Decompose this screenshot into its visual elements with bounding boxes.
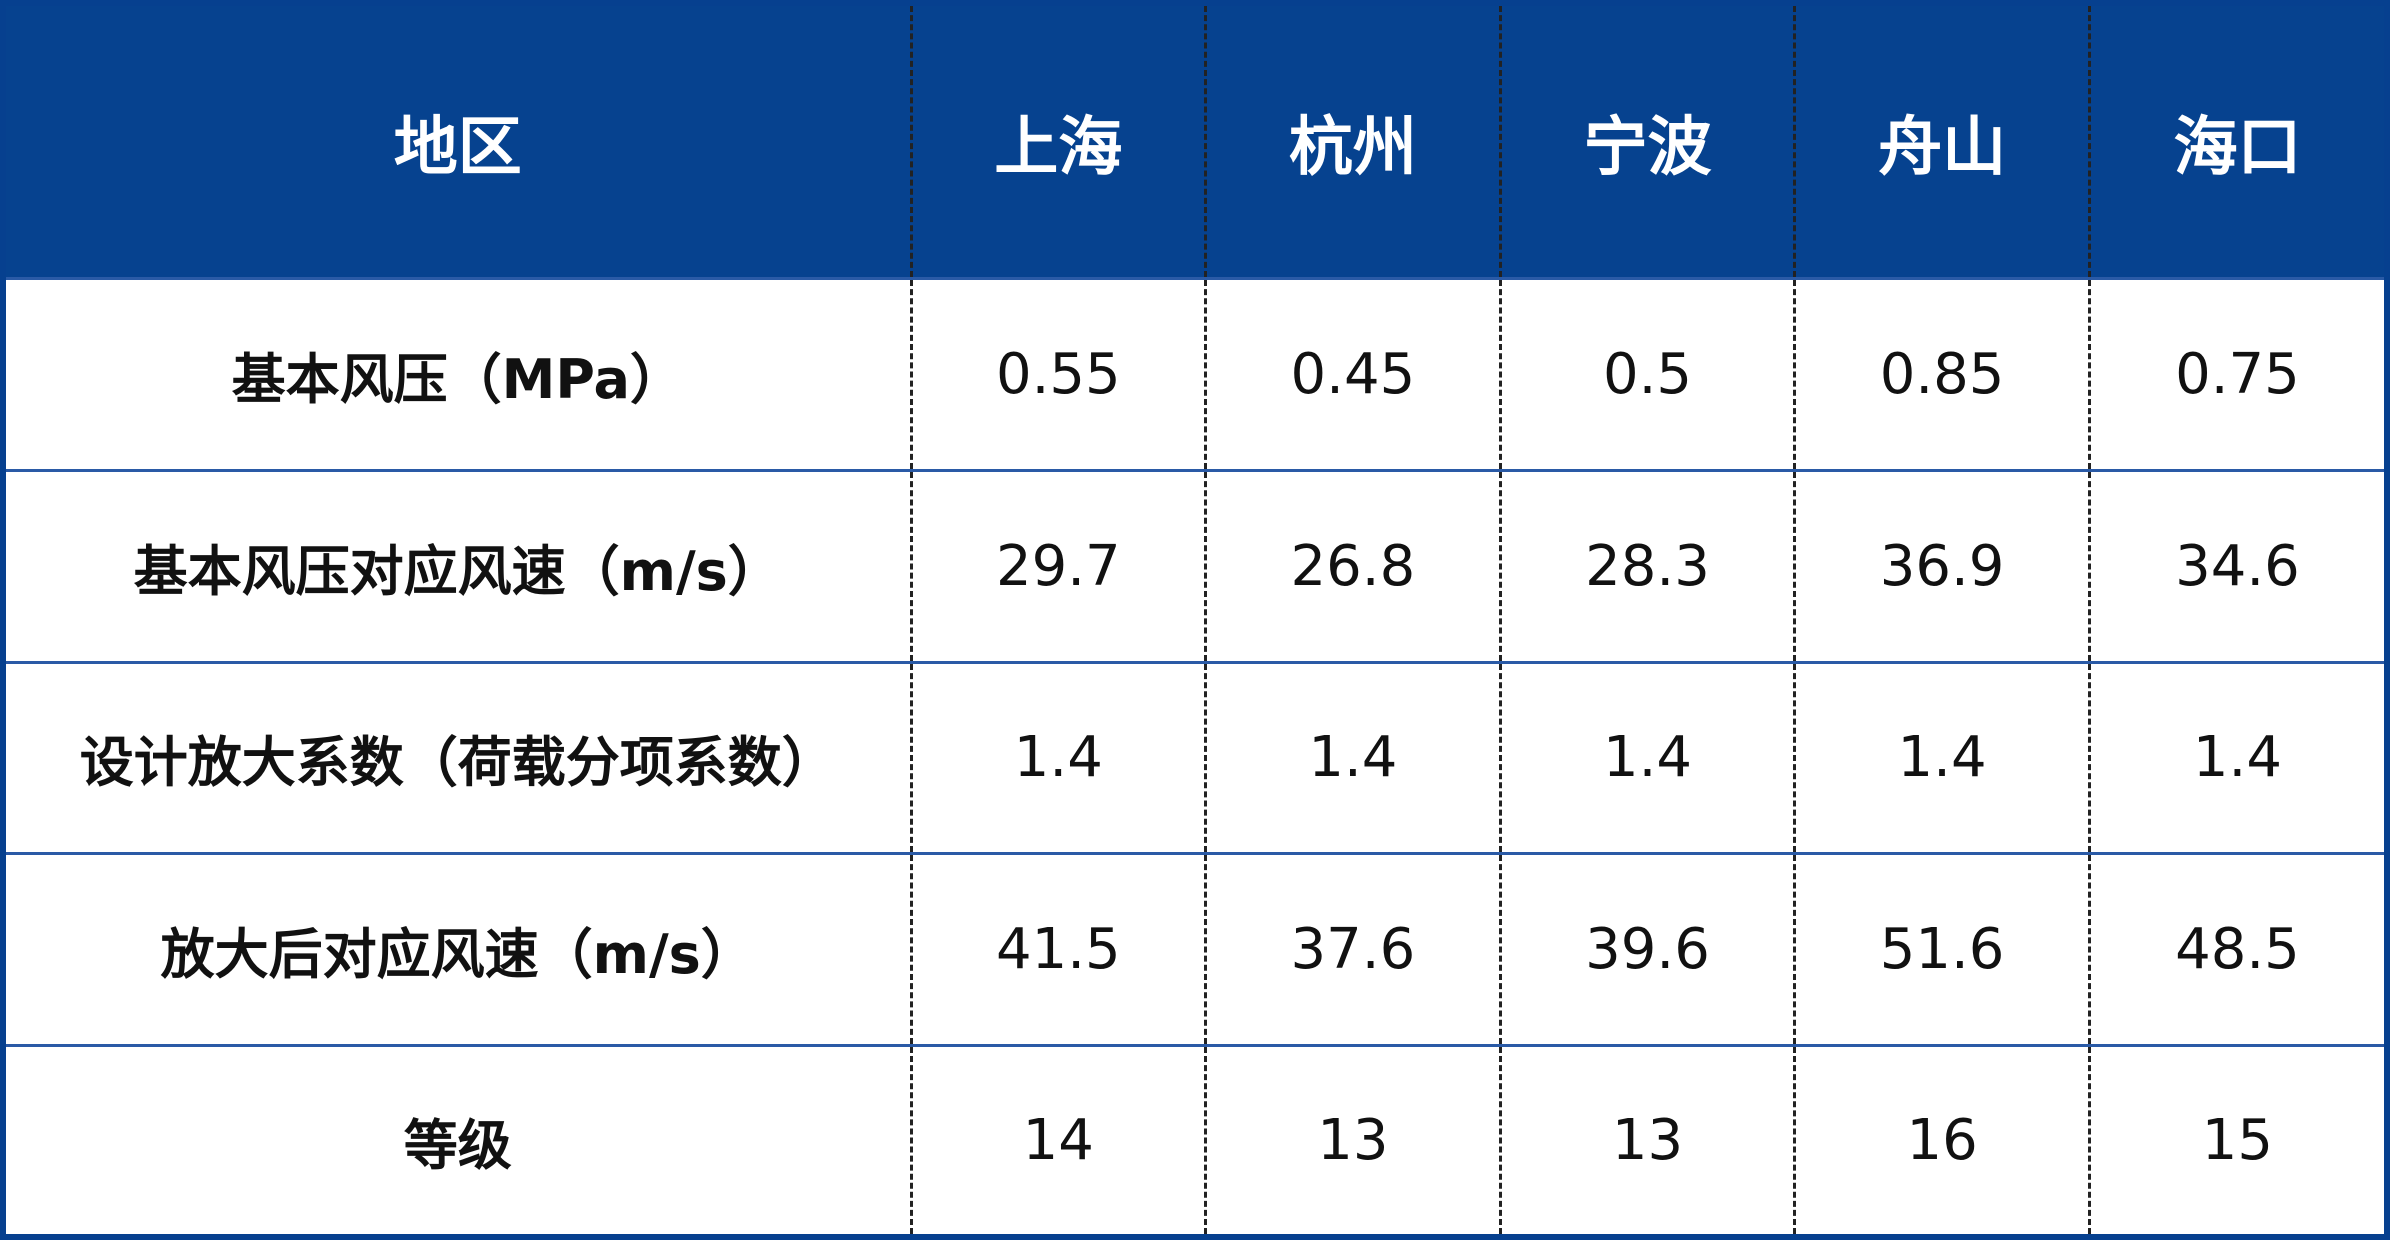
value-cell: 15 [2087, 1044, 2384, 1234]
value-cell: 0.45 [1204, 277, 1501, 471]
wind-table: 地区 上海 杭州 宁波 舟山 海口 基本风压（MPa） 0.55 0.45 0.5 0.85 0.7… [6, 6, 2384, 1234]
value-cell: 1.4 [1498, 660, 1795, 854]
value-cell: 1.4 [2087, 660, 2384, 854]
header-row: 地区 上海 杭州 宁波 舟山 海口 [6, 6, 2384, 279]
header-cell: 上海 [909, 6, 1206, 279]
value-cell: 0.55 [909, 277, 1206, 471]
header-cell: 宁波 [1498, 6, 1795, 279]
table-row: 设计放大系数（荷载分项系数） 1.4 1.4 1.4 1.4 1.4 [6, 660, 2384, 854]
table-row: 放大后对应风速（m/s） 41.5 37.6 39.6 51.6 48.5 [6, 852, 2384, 1046]
value-cell: 14 [909, 1044, 1206, 1234]
value-cell: 0.75 [2087, 277, 2384, 471]
value-cell: 39.6 [1498, 852, 1795, 1046]
value-cell: 13 [1498, 1044, 1795, 1234]
value-cell: 36.9 [1793, 468, 2090, 663]
value-cell: 13 [1204, 1044, 1501, 1234]
value-cell: 0.85 [1793, 277, 2090, 471]
header-cell: 杭州 [1204, 6, 1501, 279]
row-label: 基本风压（MPa） [6, 277, 911, 471]
value-cell: 34.6 [2087, 468, 2384, 663]
value-cell: 1.4 [1793, 660, 2090, 854]
value-cell: 28.3 [1498, 468, 1795, 663]
table-row: 基本风压（MPa） 0.55 0.45 0.5 0.85 0.75 [6, 277, 2384, 471]
table-row: 基本风压对应风速（m/s） 29.7 26.8 28.3 36.9 34.6 [6, 468, 2384, 663]
value-cell: 37.6 [1204, 852, 1501, 1046]
row-label: 基本风压对应风速（m/s） [6, 468, 911, 663]
row-label: 等级 [6, 1044, 911, 1234]
row-label: 设计放大系数（荷载分项系数） [6, 660, 911, 854]
table-body: 基本风压（MPa） 0.55 0.45 0.5 0.85 0.75 基本风压对应风速（m/s… [6, 277, 2384, 1234]
value-cell: 48.5 [2087, 852, 2384, 1046]
value-cell: 0.5 [1498, 277, 1795, 471]
header-cell: 海口 [2087, 6, 2384, 279]
row-label: 放大后对应风速（m/s） [6, 852, 911, 1046]
header-cell: 舟山 [1793, 6, 2090, 279]
table-row: 等级 14 13 13 16 15 [6, 1044, 2384, 1234]
value-cell: 41.5 [909, 852, 1206, 1046]
value-cell: 16 [1793, 1044, 2090, 1234]
value-cell: 51.6 [1793, 852, 2090, 1046]
value-cell: 1.4 [1204, 660, 1501, 854]
value-cell: 29.7 [909, 468, 1206, 663]
value-cell: 1.4 [909, 660, 1206, 854]
value-cell: 26.8 [1204, 468, 1501, 663]
header-cell: 地区 [6, 6, 911, 279]
